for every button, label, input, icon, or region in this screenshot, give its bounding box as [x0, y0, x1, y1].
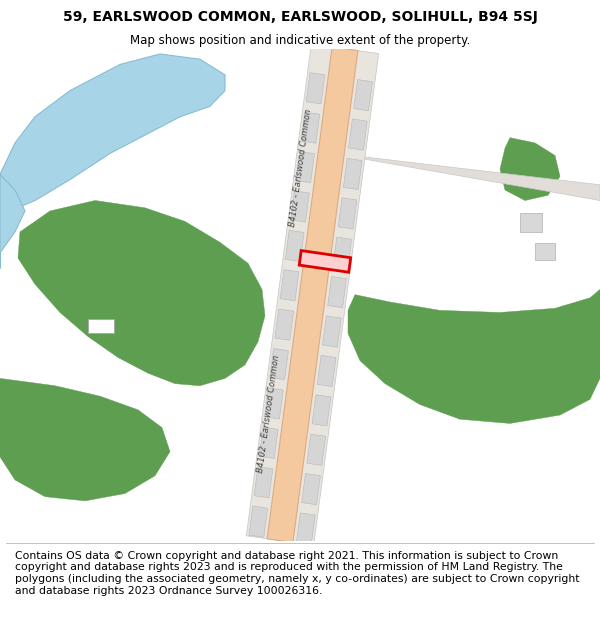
Polygon shape: [254, 467, 273, 498]
Polygon shape: [307, 434, 326, 466]
Polygon shape: [316, 151, 600, 201]
Polygon shape: [328, 277, 346, 308]
Polygon shape: [267, 47, 358, 542]
Text: 59, EARLSWOOD COMMON, EARLSWOOD, SOLIHULL, B94 5SJ: 59, EARLSWOOD COMMON, EARLSWOOD, SOLIHUL…: [62, 10, 538, 24]
Polygon shape: [0, 54, 225, 211]
Polygon shape: [317, 356, 336, 386]
Bar: [88, 319, 114, 333]
Polygon shape: [299, 251, 350, 272]
Polygon shape: [348, 289, 600, 423]
Text: B4102 - Earlswood Common: B4102 - Earlswood Common: [289, 108, 314, 228]
Polygon shape: [286, 230, 304, 261]
Polygon shape: [500, 138, 560, 201]
Polygon shape: [312, 395, 331, 426]
Bar: [535, 243, 555, 260]
Polygon shape: [280, 269, 299, 301]
Polygon shape: [247, 44, 379, 546]
Polygon shape: [301, 112, 320, 143]
Text: Map shows position and indicative extent of the property.: Map shows position and indicative extent…: [130, 34, 470, 47]
Polygon shape: [270, 349, 289, 379]
Text: Contains OS data © Crown copyright and database right 2021. This information is : Contains OS data © Crown copyright and d…: [15, 551, 580, 596]
Bar: [520, 213, 542, 232]
Polygon shape: [338, 198, 357, 229]
Polygon shape: [259, 428, 278, 458]
Polygon shape: [0, 378, 170, 501]
Polygon shape: [333, 237, 352, 268]
Polygon shape: [343, 158, 362, 189]
Text: B4102 - Earlswood Common: B4102 - Earlswood Common: [256, 354, 281, 473]
Polygon shape: [296, 151, 314, 182]
Polygon shape: [323, 316, 341, 347]
Polygon shape: [0, 174, 25, 269]
Polygon shape: [306, 72, 325, 104]
Polygon shape: [354, 79, 373, 111]
Polygon shape: [349, 119, 367, 150]
Polygon shape: [18, 201, 265, 386]
Polygon shape: [296, 513, 315, 544]
Polygon shape: [249, 506, 268, 538]
Polygon shape: [265, 388, 283, 419]
Polygon shape: [290, 191, 309, 222]
Polygon shape: [275, 309, 293, 340]
Polygon shape: [302, 474, 320, 505]
